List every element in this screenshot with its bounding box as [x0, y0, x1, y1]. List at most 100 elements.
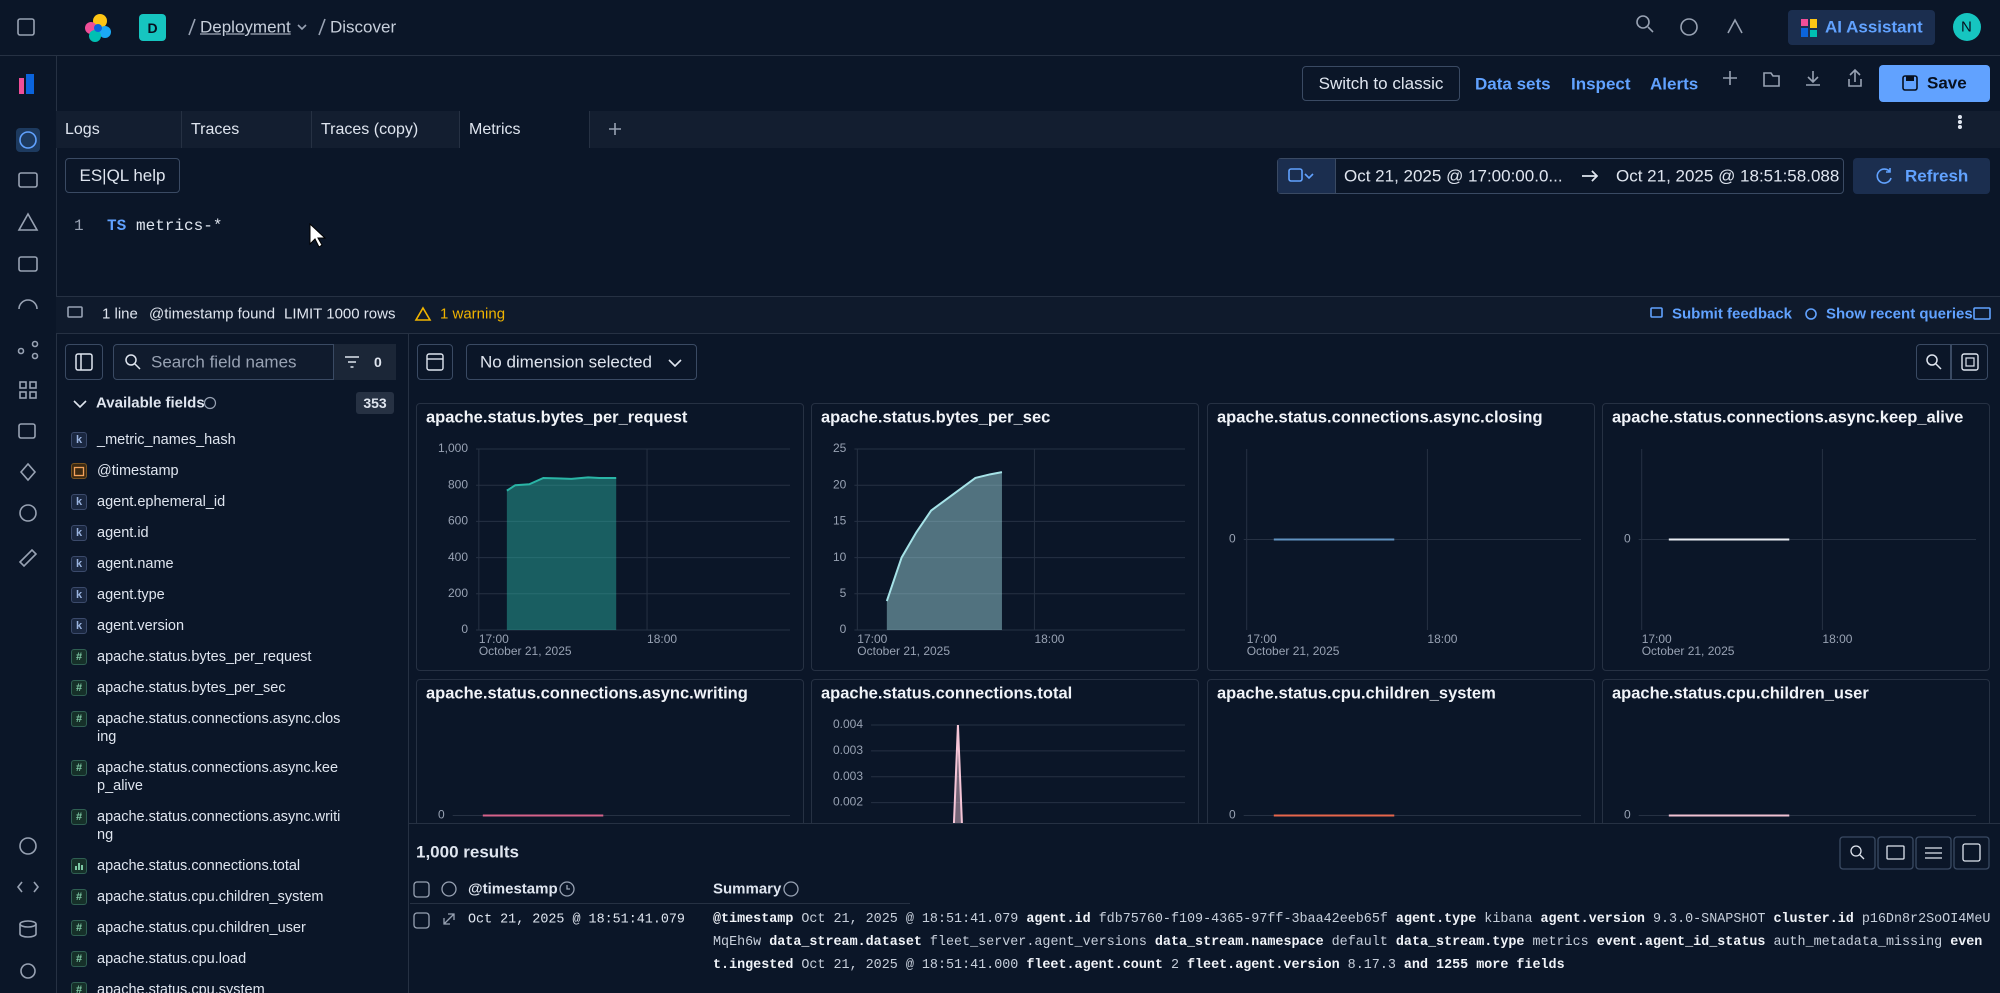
toolbar-link[interactable]: Inspect — [1571, 76, 1631, 93]
summary-value: auth_metadata_missing — [1773, 935, 1942, 950]
toolbar-link[interactable]: Data sets — [1475, 76, 1551, 93]
field-item[interactable]: kagent.id — [56, 517, 408, 548]
date-end[interactable]: Oct 21, 2025 @ 18:51:58.088 — [1616, 168, 1839, 185]
y-tick-label: 0 — [1624, 808, 1631, 822]
metrics-fullscreen[interactable] — [1951, 344, 1988, 380]
esql-help-button[interactable]: ES|QL help — [65, 158, 180, 193]
y-tick-label: 0 — [461, 622, 468, 636]
summary-more: and 1255 more fields — [1404, 958, 1565, 973]
grid-toolbar[interactable] — [1838, 835, 1998, 871]
field-name: apache.status.connections.async.keep_ali… — [97, 759, 343, 795]
field-item[interactable]: #apache.status.cpu.load — [56, 943, 408, 974]
field-name: apache.status.bytes_per_sec — [97, 679, 343, 697]
summary-value: fdb75760-f109-4365-97ff-3baa42eeb65f — [1099, 912, 1388, 927]
panel-chart: apache.status.bytes_per_request020040060… — [417, 404, 803, 670]
tab[interactable]: Metrics — [460, 111, 590, 148]
submit-feedback[interactable]: Submit feedback — [1672, 307, 1792, 322]
y-tick-label: 0 — [1229, 808, 1236, 822]
breadcrumb: Discover — [330, 19, 396, 36]
recent-queries[interactable]: Show recent queries — [1826, 307, 1973, 322]
switch-classic-button[interactable]: Switch to classic — [1302, 66, 1460, 101]
ai-assistant-button[interactable]: AI Assistant — [1788, 10, 1935, 45]
breadcrumb[interactable]: Deployment — [200, 19, 291, 36]
y-tick-label: 800 — [448, 477, 468, 491]
panel-chart: apache.status.connections.async.writing0 — [417, 680, 803, 823]
glyph — [78, 863, 80, 870]
field-item[interactable]: #apache.status.connections.async.keep_al… — [56, 752, 408, 801]
field-item[interactable]: kagent.type — [56, 579, 408, 610]
space-badge[interactable]: D — [139, 14, 166, 41]
collapse-chevron[interactable] — [72, 398, 88, 410]
field-name: agent.type — [97, 586, 343, 604]
tab[interactable]: Traces (copy) — [312, 111, 460, 148]
field-type-icon: # — [71, 920, 87, 936]
toolbar-link[interactable]: Alerts — [1650, 76, 1698, 93]
y-tick-label: 0 — [1624, 532, 1631, 546]
field-item[interactable]: @timestamp — [56, 455, 408, 486]
sidebar-toggle[interactable] — [65, 344, 103, 380]
y-tick-label: 0.003 — [833, 769, 863, 783]
y-tick-label: 25 — [833, 441, 847, 455]
summary-key: fleet.agent.count — [1026, 958, 1163, 973]
field-search[interactable]: Search field names 0 — [113, 344, 396, 380]
field-name: agent.name — [97, 555, 343, 573]
query-keyword[interactable]: TS — [107, 218, 126, 234]
fields-section[interactable]: Available fields — [96, 396, 205, 411]
column-header[interactable]: @timestamp — [468, 882, 558, 897]
field-type-icon: # — [71, 809, 87, 825]
field-item[interactable]: kagent.ephemeral_id — [56, 486, 408, 517]
panel-chart: apache.status.cpu.children_system0 — [1208, 680, 1594, 823]
glyph — [75, 866, 77, 870]
metric-panel: apache.status.bytes_per_request020040060… — [416, 403, 804, 671]
metric-panel: apache.status.connections.total0.0040.00… — [811, 679, 1199, 823]
field-item[interactable]: #apache.status.bytes_per_request — [56, 641, 408, 672]
glyph — [81, 865, 83, 870]
tab[interactable]: Traces — [182, 111, 312, 148]
y-tick-label: 0 — [840, 622, 847, 636]
field-type-icon: # — [71, 649, 87, 665]
field-item[interactable]: k_metric_names_hash — [56, 424, 408, 455]
field-filter[interactable]: 0 — [333, 344, 396, 380]
row-summary: @timestampOct 21, 2025 @ 18:51:41.079age… — [713, 908, 1993, 977]
x-sublabel: October 21, 2025 — [1642, 644, 1735, 658]
y-tick-label: 15 — [833, 514, 847, 528]
column-header[interactable]: Summary — [713, 882, 781, 897]
save-button[interactable]: Save — [1879, 65, 1990, 102]
status-warning[interactable]: 1 warning — [440, 307, 505, 322]
field-item[interactable]: kagent.name — [56, 548, 408, 579]
field-item[interactable]: #apache.status.connections.async.writing — [56, 801, 408, 850]
status-limit: LIMIT 1000 rows — [284, 307, 395, 322]
summary-key: @timestamp — [713, 912, 793, 927]
field-item[interactable]: #apache.status.cpu.system — [56, 974, 408, 993]
status-lines: 1 line — [102, 307, 138, 322]
field-item[interactable]: #apache.status.cpu.children_user — [56, 912, 408, 943]
x-tick-label: 18:00 — [647, 632, 677, 646]
field-name: apache.status.cpu.system — [97, 981, 343, 993]
field-item[interactable]: #apache.status.connections.async.closing — [56, 703, 408, 752]
field-name: agent.ephemeral_id — [97, 493, 343, 511]
field-type-icon: k — [71, 618, 87, 634]
query-source[interactable]: metrics-* — [136, 218, 222, 234]
field-name: apache.status.cpu.children_system — [97, 888, 343, 906]
field-type-icon: # — [71, 711, 87, 727]
field-type-icon: k — [71, 525, 87, 541]
y-tick-label: 600 — [448, 514, 468, 528]
date-start[interactable]: Oct 21, 2025 @ 17:00:00.0... — [1344, 168, 1563, 185]
field-item[interactable]: kagent.version — [56, 610, 408, 641]
calendar-icon — [1286, 166, 1316, 186]
metric-panel: apache.status.cpu.children_user0 — [1602, 679, 1990, 823]
field-item[interactable]: #apache.status.bytes_per_sec — [56, 672, 408, 703]
metrics-toggle[interactable] — [417, 344, 453, 380]
sidebar-icon — [74, 352, 94, 372]
area — [887, 472, 1002, 630]
metrics-search[interactable] — [1916, 344, 1951, 380]
tab[interactable]: Logs — [56, 111, 182, 148]
panel-title: apache.status.connections.total — [821, 684, 1072, 702]
dimension-select[interactable]: No dimension selected — [466, 344, 697, 380]
save-label: Save — [1927, 75, 1967, 92]
field-item[interactable]: #apache.status.cpu.children_system — [56, 881, 408, 912]
refresh-button[interactable]: Refresh — [1853, 158, 1990, 194]
field-item[interactable]: apache.status.connections.total — [56, 850, 408, 881]
summary-value: fleet_server.agent_versions — [930, 935, 1147, 950]
